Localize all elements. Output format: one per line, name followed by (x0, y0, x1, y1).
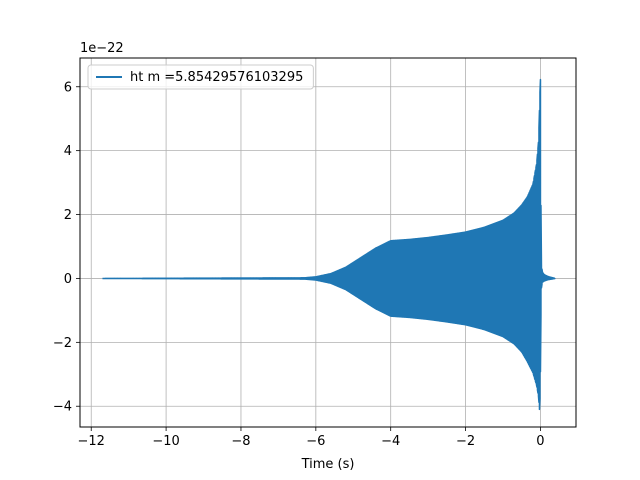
legend: ht m =5.85429576103295 (87, 64, 314, 90)
x-tick-label: −12 (78, 434, 105, 449)
x-tick-label: −2 (456, 434, 475, 449)
series-layer (102, 78, 556, 411)
y-tick-label: 2 (64, 208, 72, 223)
x-tick-label: −10 (152, 434, 179, 449)
y-tick-label: −4 (53, 400, 72, 415)
x-axis-label: Time (s) (301, 457, 355, 472)
y-tick-label: 4 (64, 144, 72, 159)
legend-entry: ht m =5.85429576103295 (130, 70, 303, 85)
y-offset-label: 1e−22 (80, 41, 124, 56)
y-tick-label: −2 (53, 336, 72, 351)
legend-box (87, 64, 314, 90)
y-tick-label: 0 (64, 272, 72, 287)
x-tick-label: −8 (231, 434, 250, 449)
plot-frame (79, 57, 577, 428)
x-tick-label: 0 (536, 434, 544, 449)
y-tick-label: 6 (64, 80, 72, 95)
series-line-ht (102, 78, 556, 411)
x-tick-label: −6 (306, 434, 325, 449)
ticks: −12 −10 −8 −6 −4 −2 0 −4 −2 0 2 4 6 (53, 80, 545, 449)
x-tick-label: −4 (381, 434, 400, 449)
